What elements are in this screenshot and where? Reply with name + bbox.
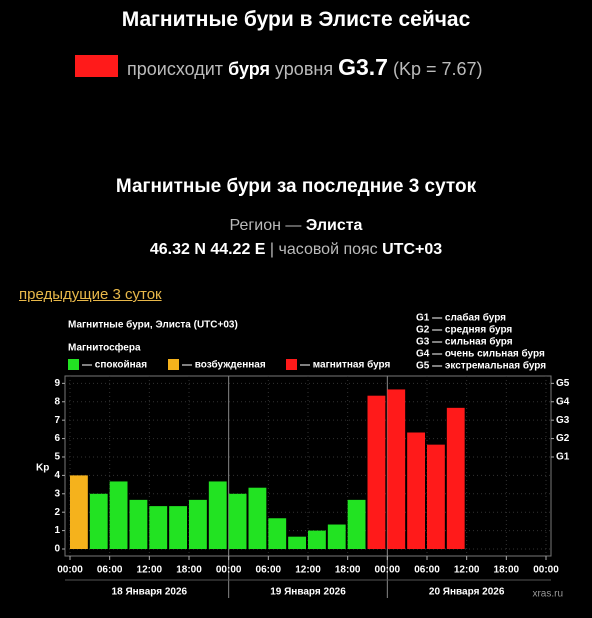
bar: [446, 407, 465, 549]
x-tick-label: 18:00: [335, 565, 361, 576]
chart: Магнитные бури, Элиста (UTC+03) Магнитос…: [36, 312, 570, 600]
bar: [347, 499, 366, 549]
bar: [208, 481, 227, 549]
status: происходит буря уровня G3.7 (Kp = 7.67): [127, 54, 483, 81]
y-tick-label: 4: [54, 470, 60, 481]
bar: [169, 506, 187, 549]
chart-title: Магнитные бури, Элиста (UTC+03): [68, 319, 238, 331]
bar: [308, 530, 326, 549]
day-label: 20 Января 2026: [429, 587, 505, 598]
bar: [248, 487, 267, 549]
bar: [149, 506, 168, 549]
prev-link[interactable]: предыдущие 3 суток: [19, 286, 162, 303]
g-legend-entry: G2 — средняя буря: [416, 324, 512, 336]
x-tick-label: 12:00: [137, 565, 163, 576]
credit: xras.ru: [532, 589, 563, 600]
bar: [427, 444, 445, 549]
region: Регион — Элиста: [0, 217, 592, 235]
y-tick-label: 8: [54, 396, 60, 407]
y-tick-label: 5: [54, 452, 60, 463]
g-legend-entry: G5 — экстремальная буря: [416, 360, 546, 372]
bar: [327, 524, 346, 549]
legend-swatch: [168, 359, 179, 370]
status-swatch: [75, 55, 118, 77]
x-tick-label: 06:00: [97, 565, 123, 576]
x-tick-label: 00:00: [533, 565, 559, 576]
y2-tick-label: G2: [556, 433, 570, 444]
x-tick-label: 06:00: [256, 565, 282, 576]
x-tick-label: 00:00: [375, 565, 401, 576]
day-label: 19 Января 2026: [270, 587, 346, 598]
bar: [89, 493, 108, 549]
x-tick-label: 12:00: [295, 565, 321, 576]
bar: [407, 432, 425, 549]
tz-label: часовой пояс: [278, 241, 378, 258]
g-legend-entry: G3 — сильная буря: [416, 336, 513, 348]
g-legend-entry: G4 — очень сильная буря: [416, 348, 545, 360]
y-tick-label: 2: [54, 507, 60, 518]
y2-tick-label: G4: [556, 396, 570, 407]
legend-title: Магнитосфера: [68, 342, 141, 354]
separator: |: [269, 241, 275, 258]
x-tick-label: 00:00: [57, 565, 83, 576]
x-tick-label: 18:00: [176, 565, 202, 576]
y-tick-label: 0: [54, 544, 60, 555]
bar: [129, 499, 148, 549]
status-kp: (Kp = 7.67): [392, 59, 483, 79]
y-tick-label: 1: [54, 525, 60, 536]
x-tick-label: 18:00: [494, 565, 520, 576]
bar: [268, 518, 287, 549]
x-tick-label: 00:00: [216, 565, 242, 576]
region-label: Регион —: [229, 217, 302, 234]
bar: [70, 475, 88, 549]
legend-label: — возбужденная: [182, 359, 266, 371]
coords-value: 46.32 N 44.22 E: [149, 241, 266, 258]
legend-label: — магнитная буря: [300, 359, 391, 371]
bar: [387, 389, 406, 549]
bar: [228, 493, 247, 549]
section-title: Магнитные бури за последние 3 суток: [115, 176, 477, 197]
g-legend-entry: G1 — слабая буря: [416, 312, 506, 324]
day-label: 18 Января 2026: [112, 587, 188, 598]
bar: [109, 481, 128, 549]
y-tick-label: 3: [54, 488, 60, 499]
legend-swatch: [286, 359, 297, 370]
y-tick-label: 9: [54, 378, 60, 389]
y2-tick-label: G5: [556, 378, 570, 389]
legend-label: — спокойная: [82, 360, 147, 371]
legend-swatch: [68, 359, 79, 370]
bar: [288, 536, 306, 549]
y2-tick-label: G3: [556, 415, 570, 426]
status-word: буря: [228, 59, 270, 79]
y-axis-label: Kp: [36, 463, 49, 474]
status-suffix: уровня: [275, 59, 334, 79]
bar: [189, 499, 207, 549]
bar: [367, 395, 386, 549]
status-prefix: происходит: [127, 59, 224, 79]
page-title: Магнитные бури в Элисте сейчас: [121, 8, 471, 31]
tz: UTC+03: [382, 241, 443, 258]
y-tick-label: 6: [54, 433, 60, 444]
coords: 46.32 N 44.22 E | часовой пояс UTC+03: [0, 241, 592, 259]
x-tick-label: 12:00: [454, 565, 480, 576]
status-level: G3.7: [338, 54, 388, 80]
x-tick-label: 06:00: [414, 565, 440, 576]
y2-tick-label: G1: [556, 452, 570, 463]
y-tick-label: 7: [54, 415, 60, 426]
region-name: Элиста: [305, 217, 363, 234]
